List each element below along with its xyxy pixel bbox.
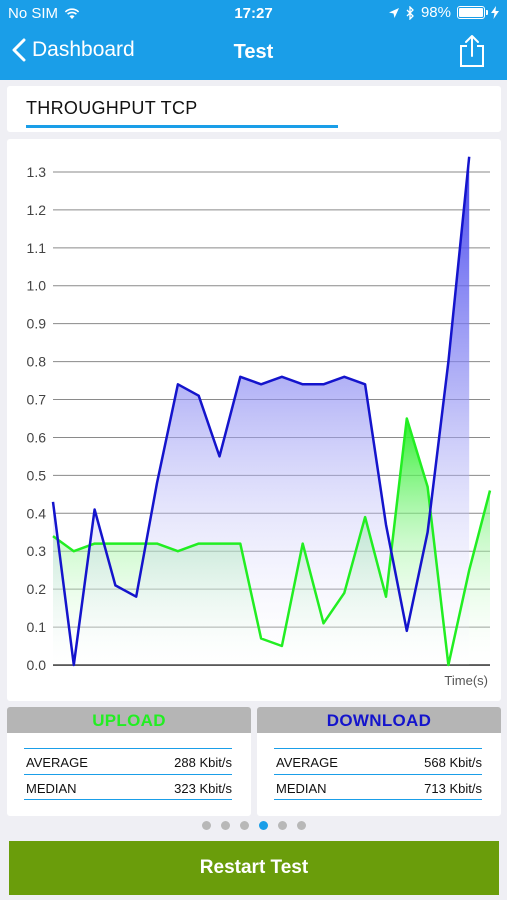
download-average-label: AVERAGE — [276, 755, 338, 770]
upload-average-row: AVERAGE 288 Kbit/s — [24, 748, 232, 774]
carrier-label: No SIM — [8, 5, 59, 22]
upload-median-label: MEDIAN — [26, 781, 77, 796]
share-icon — [460, 35, 484, 67]
section-title: THROUGHPUT TCP — [26, 98, 198, 118]
y-tick-label: 0.4 — [27, 505, 47, 521]
page-dot[interactable] — [239, 821, 249, 830]
upload-title: UPLOAD — [7, 707, 251, 733]
download-series-area — [53, 156, 470, 666]
page-dot[interactable] — [296, 821, 306, 830]
page-dot[interactable] — [201, 821, 211, 830]
section-underline — [26, 125, 338, 128]
y-tick-label: 1.0 — [27, 278, 47, 294]
top-bar: No SIM 17:27 98% — [0, 0, 507, 80]
back-button[interactable]: Dashboard — [12, 38, 135, 62]
upload-average-label: AVERAGE — [26, 755, 88, 770]
download-average-value: 568 Kbit/s — [424, 755, 482, 770]
back-label: Dashboard — [32, 38, 135, 61]
y-tick-label: 0.5 — [27, 467, 47, 483]
download-median-row: MEDIAN 713 Kbit/s — [274, 774, 482, 800]
bluetooth-icon — [406, 5, 414, 20]
page-dot[interactable] — [220, 821, 230, 830]
restart-test-button[interactable]: Restart Test — [9, 841, 499, 895]
x-axis-label: Time(s) — [444, 673, 488, 688]
page-dot[interactable] — [258, 821, 268, 830]
upload-average-value: 288 Kbit/s — [174, 755, 232, 770]
y-tick-label: 0.2 — [27, 581, 47, 597]
y-tick-label: 1.3 — [27, 164, 47, 180]
page-title: Test — [233, 41, 274, 63]
battery-icon — [457, 6, 488, 19]
share-button[interactable] — [459, 34, 485, 73]
download-title: DOWNLOAD — [257, 707, 501, 733]
battery-percent: 98% — [420, 4, 451, 21]
y-tick-label: 0.6 — [27, 429, 47, 445]
upload-median-value: 323 Kbit/s — [174, 781, 232, 796]
y-tick-label: 0.8 — [27, 354, 47, 370]
y-tick-label: 0.9 — [27, 316, 47, 332]
y-tick-label: 1.2 — [27, 202, 47, 218]
y-tick-label: 0.7 — [27, 392, 47, 408]
chart-svg: 1.3 1.2 1.1 1.0 0.9 0.8 0.7 0.6 0.5 0.4 0.3 0.2 0.1 0… — [27, 156, 492, 688]
download-average-row: AVERAGE 568 Kbit/s — [274, 748, 482, 774]
upload-card: UPLOAD AVERAGE 288 Kbit/s MEDIAN 323 Kbi… — [7, 707, 251, 816]
page-dot[interactable] — [277, 821, 287, 830]
y-tick-label: 0.0 — [27, 657, 47, 673]
charging-bolt-icon — [491, 6, 499, 19]
y-tick-label: 1.1 — [27, 240, 47, 256]
download-median-value: 713 Kbit/s — [424, 781, 482, 796]
clock: 17:27 — [234, 5, 273, 22]
page-indicator[interactable] — [0, 821, 507, 830]
download-series-line — [51, 156, 471, 667]
upload-median-row: MEDIAN 323 Kbit/s — [24, 774, 232, 800]
y-tick-label: 0.1 — [27, 619, 47, 635]
status-bar: No SIM 17:27 98% — [0, 0, 507, 28]
download-median-label: MEDIAN — [276, 781, 327, 796]
navigation-bar: Dashboard Test — [0, 32, 507, 76]
throughput-chart: 1.3 1.2 1.1 1.0 0.9 0.8 0.7 0.6 0.5 0.4 0.3 0.2 0.1 0… — [7, 139, 501, 701]
download-card: DOWNLOAD AVERAGE 568 Kbit/s MEDIAN 713 K… — [257, 707, 501, 816]
chevron-left-icon — [12, 38, 26, 62]
location-arrow-icon — [388, 7, 399, 18]
wifi-icon — [64, 7, 80, 19]
upload-series-line — [52, 417, 492, 667]
y-tick-label: 0.3 — [27, 543, 47, 559]
section-header: THROUGHPUT TCP — [7, 86, 501, 132]
